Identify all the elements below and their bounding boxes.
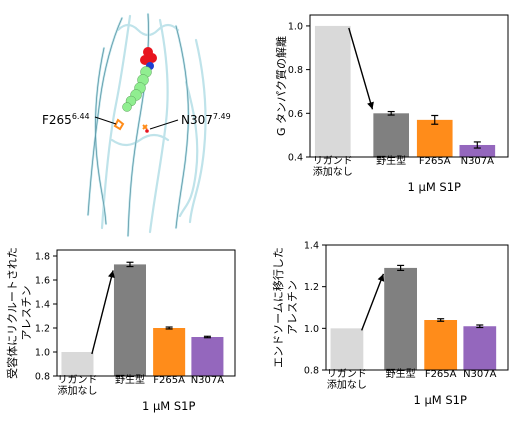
y-tick-label: 1.6 <box>35 276 50 287</box>
y-tick-label: 1.0 <box>288 21 303 32</box>
bar-1 <box>113 264 146 376</box>
helix-ribbons-dark <box>87 13 189 237</box>
y-tick-label: 1.4 <box>304 241 319 252</box>
trend-arrow-head <box>108 270 115 279</box>
x-category-label: 野生型 <box>115 373 145 386</box>
y-axis-label: G タンパク質の解離 <box>274 36 288 136</box>
bar-0 <box>330 328 364 370</box>
n307-pointer-line <box>149 119 179 130</box>
x-category-label: リガンド添加なし <box>327 368 367 391</box>
trend-arrow-head <box>367 101 374 110</box>
y-tick-label: 1.0 <box>35 348 50 359</box>
y-tick-label: 1.2 <box>35 324 50 335</box>
x-category-label: 野生型 <box>376 154 406 167</box>
x-category-label: N307A <box>461 156 495 167</box>
bar-0 <box>314 25 351 157</box>
bar-1 <box>373 113 409 157</box>
trend-arrow-head <box>377 273 385 282</box>
y-tick-label: 0.8 <box>35 372 50 383</box>
x-category-label: F265A <box>419 156 451 167</box>
y-tick-label: 1.4 <box>35 300 50 311</box>
bar-2 <box>153 328 186 376</box>
x-category-label: F265A <box>425 369 457 380</box>
plot-frame <box>56 249 236 377</box>
group-label: 1 µM S1P <box>408 180 461 194</box>
group-label: 1 µM S1P <box>142 399 195 413</box>
x-category-label: N307A <box>463 369 497 380</box>
trend-arrow-line <box>348 27 374 110</box>
trend-arrow-line <box>361 273 385 331</box>
f265-pointer-line <box>94 116 117 125</box>
y-axis-label: エンドソームに移行したアレスチン <box>272 247 299 368</box>
y-axis-label: 受容体にリクルートされたアレスチン <box>5 247 33 379</box>
bar-0 <box>61 352 94 376</box>
y-tick-label: 0.8 <box>304 366 319 377</box>
y-tick-label: 1.2 <box>304 282 319 293</box>
bar-1 <box>384 267 417 370</box>
g-protein-dissociation-chart: 0.4 0.6 0.8 1.0 リガンド添加なし 野生型 F265A N307A 1 µM S1… <box>274 14 509 194</box>
y-tick-label: 0.6 <box>288 109 303 120</box>
x-category-label: 野生型 <box>386 367 416 380</box>
x-category-label: リガンド添加なし <box>57 374 97 397</box>
residue-label-n307: N3077.49 <box>181 112 231 127</box>
y-tick-label: 1.0 <box>304 324 319 335</box>
arrestin-recruitment-chart: 0.8 1.0 1.2 1.4 1.6 1.8 リガンド添加なし 野生型 F265A N307A 1… <box>5 247 236 413</box>
ligand-spheres <box>122 47 157 112</box>
trend-arrow-line <box>91 270 114 355</box>
group-label: 1 µM S1P <box>413 393 466 407</box>
bar-2 <box>416 119 453 157</box>
x-category-label: N307A <box>191 375 225 386</box>
x-category-label: F265A <box>153 375 185 386</box>
plot-frame <box>309 14 509 158</box>
residue-label-f265: F2656.44 <box>42 112 90 127</box>
bar-2 <box>424 320 458 370</box>
y-tick-label: 0.8 <box>288 65 303 76</box>
bar-3 <box>463 326 497 370</box>
receptor-structure-illustration: F2656.44 N3077.49 <box>42 12 231 238</box>
plot-frame <box>325 244 509 371</box>
y-tick-label: 1.8 <box>35 252 50 263</box>
bar-3 <box>191 337 224 376</box>
x-category-label: リガンド添加なし <box>313 155 353 178</box>
bar-3 <box>459 144 496 157</box>
residue-sticks <box>113 118 149 133</box>
arrestin-endosome-chart: 0.8 1.0 1.2 1.4 リガンド添加なし 野生型 F265A N307A 1 µM S1… <box>272 241 509 407</box>
y-tick-label: 0.4 <box>288 153 303 164</box>
